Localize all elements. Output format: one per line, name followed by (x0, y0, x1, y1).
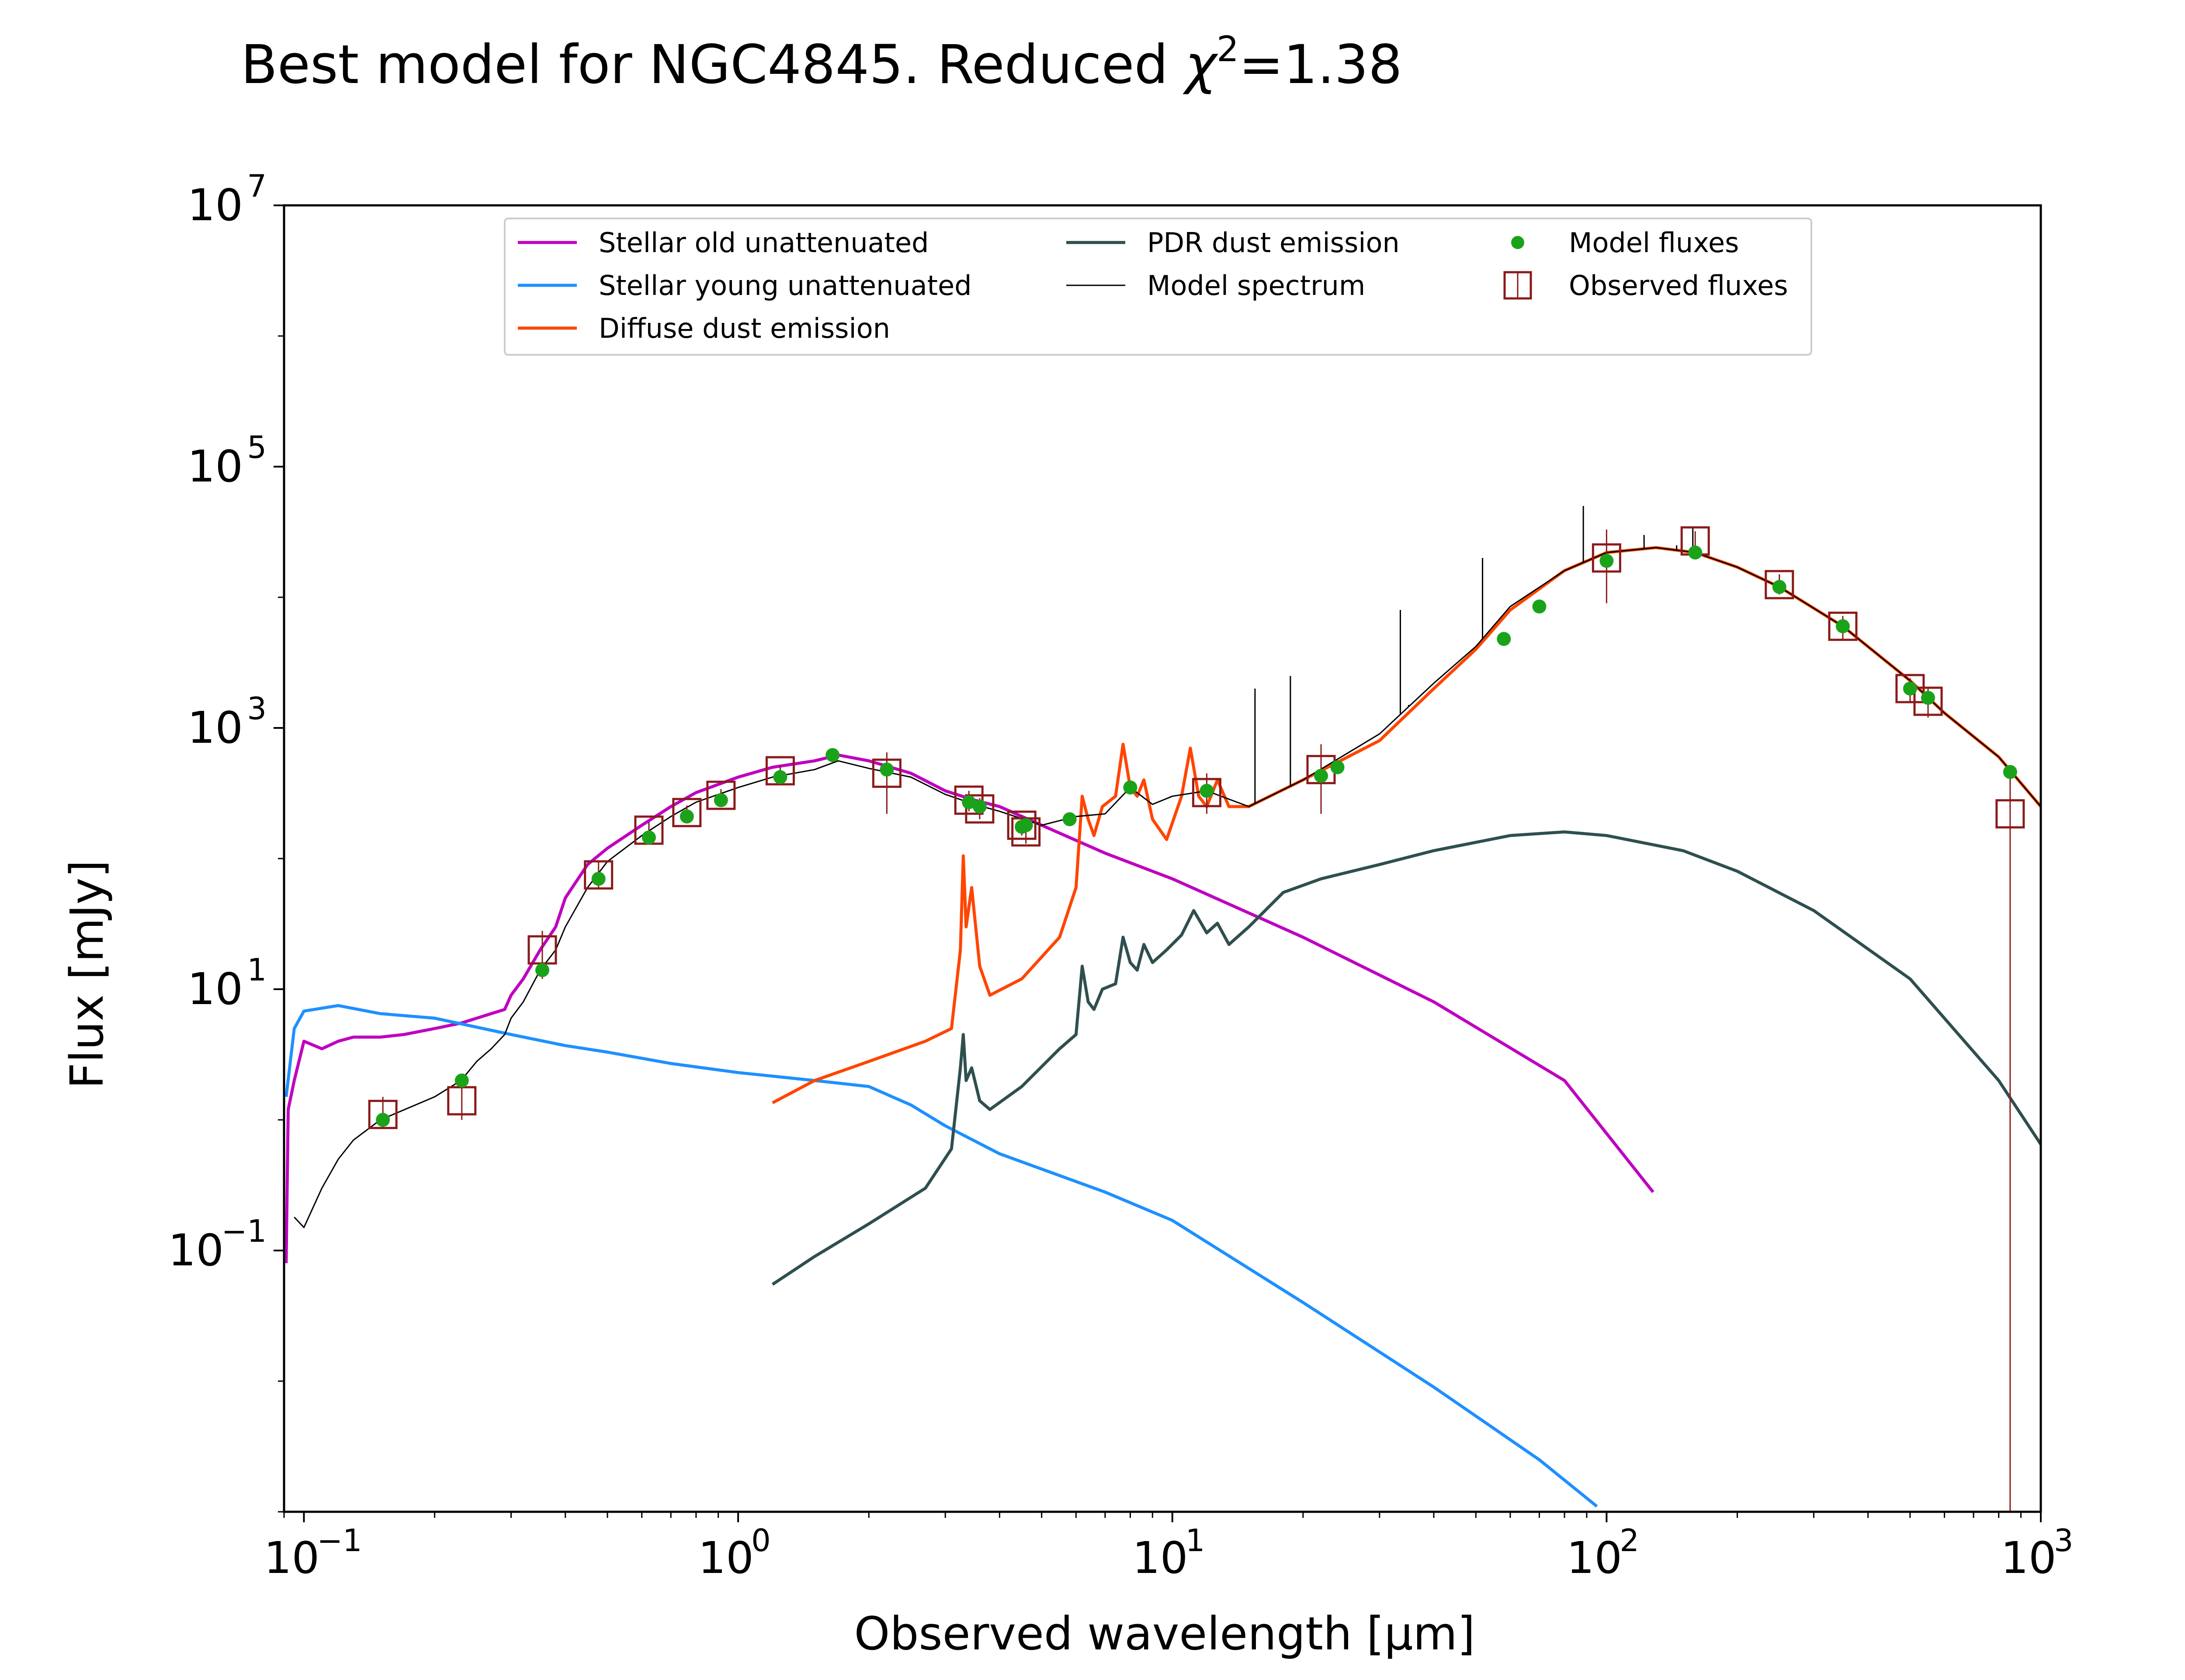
legend-label: Observed fluxes (1569, 270, 1788, 301)
legend-swatch (1503, 271, 1532, 300)
x-tick-exponent: 1 (1186, 1523, 1205, 1559)
model-flux-point (1532, 599, 1547, 614)
observed-flux-marker (1995, 799, 2025, 829)
y-tick-label: 10 (187, 963, 243, 1015)
observed-flux-marker (765, 756, 795, 786)
model-flux-point (1019, 818, 1033, 832)
observed-flux-marker (1913, 686, 1943, 716)
model-flux-point (376, 1113, 390, 1127)
model-flux-point (825, 748, 840, 762)
model-flux-point (1688, 545, 1703, 560)
x-axis: 10−1 100 101 102 103 (264, 1512, 2074, 1583)
legend-label: Stellar old unattenuated (599, 227, 929, 259)
x-tick-label: 10 (698, 1532, 753, 1583)
model-flux-point (1062, 812, 1077, 826)
model-flux-point (2003, 765, 2017, 779)
axes-frame (283, 204, 2042, 1513)
legend-swatch (1511, 236, 1524, 249)
model-flux-point (642, 830, 656, 845)
observed-flux-marker (368, 1100, 398, 1129)
x-tick-label: 10 (264, 1532, 319, 1583)
legend-label: Diffuse dust emission (599, 312, 890, 344)
x-tick-exponent: 0 (751, 1523, 771, 1559)
model-flux-point (1123, 780, 1138, 795)
legend-label: Model fluxes (1569, 227, 1739, 259)
observed-flux-marker (1828, 611, 1858, 641)
series-line-pdr-dust-emission (771, 830, 2041, 1286)
y-tick-exponent: 3 (247, 691, 267, 727)
y-tick-exponent: −1 (222, 1213, 267, 1249)
model-flux-point (1835, 619, 1850, 634)
observed-flux-marker (965, 794, 995, 824)
x-tick-label: 10 (1132, 1532, 1188, 1583)
model-flux-point (1599, 554, 1614, 568)
x-tick-exponent: 3 (2054, 1523, 2074, 1559)
y-axis-label: Flux [mJy] (60, 860, 114, 1089)
model-flux-point (962, 795, 976, 810)
model-flux-point (714, 793, 728, 807)
chart-title: Best model for NGC4845. Reduced χ2=1.38 (241, 29, 1402, 96)
legend-label: Model spectrum (1147, 270, 1365, 301)
x-tick-exponent: 2 (1620, 1523, 1639, 1559)
legend-label: PDR dust emission (1147, 227, 1400, 259)
model-flux-point (1772, 580, 1786, 594)
observed-flux-marker (1592, 543, 1621, 573)
observed-flux-marker (706, 780, 736, 810)
series-line-stellar-young-unattenuated (284, 1004, 1598, 1508)
x-axis-label: Observed wavelength [μm] (854, 1607, 1475, 1660)
y-tick-label: 10 (187, 702, 243, 753)
y-tick-label: 10 (168, 1225, 224, 1276)
observed-flux-marker (584, 860, 614, 890)
chart-title-chi-exp: 2 (1217, 29, 1239, 69)
model-flux-point (1200, 783, 1214, 798)
x-tick-label: 10 (2001, 1532, 2056, 1583)
plot-area (284, 506, 2041, 1512)
series-line-diffuse-dust-emission (772, 546, 2041, 1105)
observed-flux-marker (1765, 570, 1794, 599)
legend-frame (504, 218, 1812, 356)
y-tick-exponent: 1 (247, 952, 267, 988)
observed-flux-marker (1192, 778, 1221, 807)
observed-flux-marker (1007, 811, 1037, 840)
x-tick-exponent: −1 (317, 1523, 362, 1559)
model-flux-point (1497, 632, 1511, 646)
observed-flux-marker (672, 798, 702, 828)
model-flux-point (454, 1073, 469, 1088)
model-flux-point (680, 809, 694, 824)
chart-title-tail: =1.38 (1239, 34, 1402, 96)
observed-flux-marker (954, 785, 984, 815)
series-line-model-spectrum (294, 547, 2041, 1228)
y-tick-exponent: 5 (247, 430, 267, 465)
legend-label: Stellar young unattenuated (599, 270, 971, 301)
model-flux-point (972, 800, 987, 814)
model-flux-point (773, 770, 787, 784)
x-tick-label: 10 (1567, 1532, 1622, 1583)
model-flux-point (880, 762, 894, 777)
legend: Stellar old unattenuated Stellar young un… (504, 218, 1812, 356)
y-tick-label: 10 (187, 441, 243, 492)
model-flux-point (1330, 760, 1345, 775)
y-tick-label: 10 (187, 180, 243, 231)
chart-title-chi: χ (1183, 34, 1218, 96)
model-flux-point (535, 963, 549, 977)
y-tick-exponent: 7 (247, 168, 267, 204)
observed-flux-marker (872, 759, 902, 788)
series-line-stellar-old-unattenuated (284, 753, 1654, 1264)
model-flux-point (1921, 691, 1935, 705)
chart-title-main: Best model for NGC4845. Reduced (241, 34, 1185, 96)
model-flux-point (591, 872, 606, 886)
model-flux-point (1314, 769, 1328, 783)
model-flux-point (1903, 681, 1917, 696)
